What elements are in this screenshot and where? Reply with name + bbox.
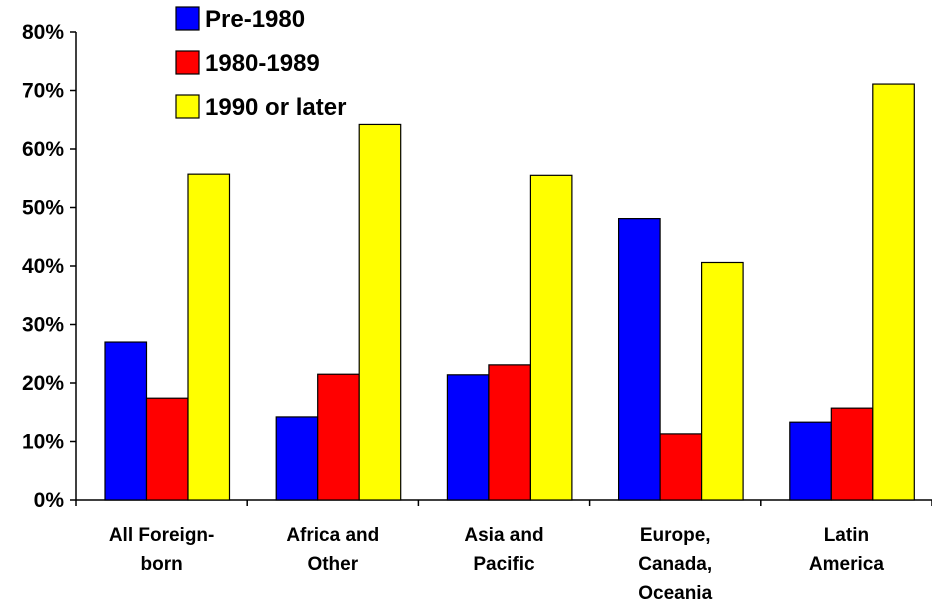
x-axis-categories: All Foreign-born Africa and Other Asia and P… bbox=[109, 525, 885, 604]
y-tick-label: 50% bbox=[22, 197, 64, 220]
legend-swatch bbox=[175, 50, 200, 75]
y-tick-label: 60% bbox=[22, 138, 64, 161]
category-label: Africa and Other bbox=[286, 525, 379, 575]
y-tick-label: 20% bbox=[22, 372, 64, 395]
bar-pre-1980-0 bbox=[104, 341, 148, 501]
legend: Pre-1980 1980-1989 1990 or later bbox=[175, 6, 346, 121]
bar-1980-1989-2 bbox=[488, 364, 531, 501]
bar-pre-1980-2 bbox=[446, 374, 490, 501]
category-label: All Foreign-born bbox=[109, 525, 215, 575]
category-label: Europe, Canada, Oceania bbox=[638, 525, 712, 604]
bar-pre-1980-4 bbox=[789, 421, 832, 501]
y-tick-label: 40% bbox=[22, 255, 64, 278]
legend-label: 1990 or later bbox=[205, 94, 346, 121]
category-label: Latin America bbox=[809, 525, 884, 575]
y-tick-label: 10% bbox=[22, 431, 64, 454]
legend-swatch bbox=[175, 94, 200, 119]
bar-1990-or-later-2 bbox=[529, 174, 573, 501]
legend-label: Pre-1980 bbox=[205, 6, 305, 33]
y-tick-label: 80% bbox=[22, 21, 64, 44]
y-axis-ticks: 0% 10% 20% 30% 40% 50% 60% 70% 80% bbox=[22, 21, 76, 512]
bar-1980-1989-0 bbox=[145, 397, 189, 501]
bar-1980-1989-4 bbox=[830, 407, 874, 501]
bar-pre-1980-3 bbox=[617, 218, 661, 501]
y-tick-label: 0% bbox=[34, 489, 65, 512]
bar-1980-1989-1 bbox=[317, 373, 360, 501]
bar-pre-1980-1 bbox=[275, 416, 319, 501]
bar-1990-or-later-1 bbox=[358, 123, 402, 501]
bar-1990-or-later-0 bbox=[187, 173, 231, 501]
y-tick-label: 30% bbox=[22, 314, 64, 337]
legend-label: 1980-1989 bbox=[205, 50, 320, 77]
bar-1980-1989-3 bbox=[659, 433, 703, 501]
category-label: Asia and Pacific bbox=[464, 525, 543, 575]
legend-swatch bbox=[175, 6, 200, 31]
bar-1990-or-later-4 bbox=[872, 83, 915, 501]
bar-1990-or-later-3 bbox=[700, 261, 744, 501]
y-tick-label: 70% bbox=[22, 80, 64, 103]
bars bbox=[104, 83, 915, 501]
